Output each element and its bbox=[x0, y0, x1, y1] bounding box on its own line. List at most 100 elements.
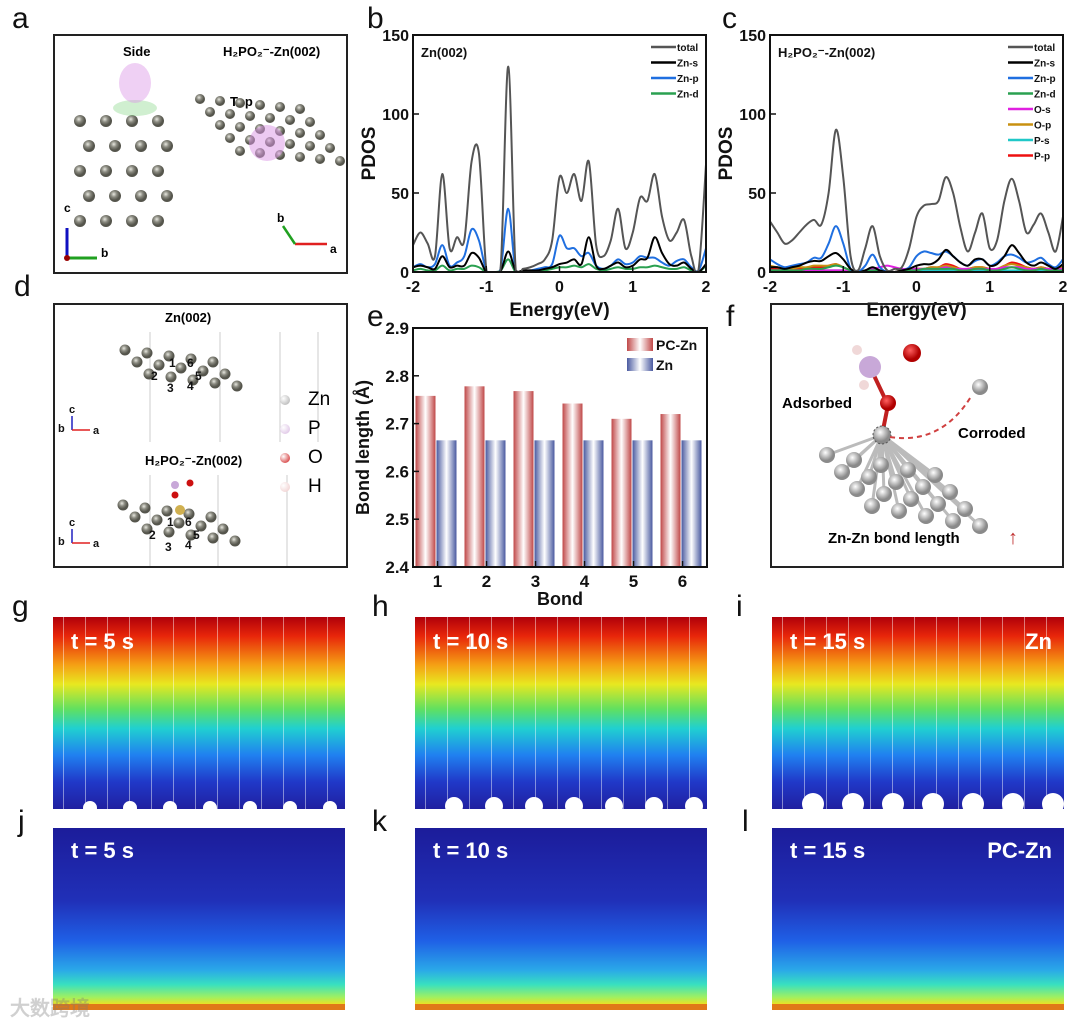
y-tick-label: 2.7 bbox=[385, 415, 409, 434]
legend-label: PC-Zn bbox=[656, 337, 697, 353]
concentration-field-top-2: t = 10 s bbox=[415, 617, 707, 809]
axis-b-arrow-top bbox=[281, 225, 297, 245]
charge-density-green bbox=[113, 100, 157, 116]
legend-swatch bbox=[627, 338, 653, 351]
sample-tag: PC-Zn bbox=[987, 838, 1052, 863]
bar-Zn-1 bbox=[436, 440, 457, 567]
zn-atom bbox=[175, 362, 187, 374]
time-label: t = 10 s bbox=[433, 838, 509, 863]
deposit-bump bbox=[283, 1007, 291, 1010]
legend-item-p: P bbox=[280, 414, 330, 443]
zn-atom-top bbox=[195, 94, 205, 104]
dendrite-bump bbox=[882, 793, 904, 809]
dendrite-bump bbox=[802, 793, 824, 809]
x-tick-label: 2 bbox=[702, 279, 711, 296]
zn-atom bbox=[873, 457, 889, 473]
zn-atom-top bbox=[335, 156, 345, 166]
x-tick-label: 3 bbox=[531, 572, 540, 591]
zn-atom bbox=[117, 499, 129, 511]
streamline bbox=[85, 617, 86, 809]
panel-label-j: j bbox=[18, 805, 25, 838]
zn-atom bbox=[74, 165, 86, 177]
panel-label-h: h bbox=[372, 590, 389, 623]
deposit-bump bbox=[243, 1007, 251, 1010]
zn-atom bbox=[100, 215, 112, 227]
bond-number: 6 bbox=[187, 356, 194, 370]
series-line-Zn-s bbox=[413, 236, 706, 272]
bond-number: 5 bbox=[193, 528, 200, 542]
y-tick-label: 2.9 bbox=[385, 319, 409, 338]
bond bbox=[855, 434, 884, 490]
zn-atom bbox=[834, 464, 850, 480]
zn-atom bbox=[152, 165, 164, 177]
deposit-bump bbox=[565, 1007, 573, 1010]
legend-label: Zn-p bbox=[1034, 74, 1056, 85]
bond bbox=[826, 433, 883, 457]
zn-atom bbox=[207, 532, 219, 544]
bond bbox=[880, 434, 901, 512]
dissolved-zn-atom bbox=[972, 379, 988, 395]
streamline bbox=[958, 617, 959, 809]
x-tick-label: -2 bbox=[406, 279, 420, 296]
y-tick-label: 2.8 bbox=[385, 367, 409, 386]
streamline bbox=[689, 617, 690, 809]
zn-atom bbox=[864, 498, 880, 514]
legend-label: O bbox=[308, 446, 323, 468]
atom-swatch bbox=[280, 423, 290, 434]
zn-atom bbox=[126, 215, 138, 227]
legend-label: P-s bbox=[1034, 136, 1050, 147]
streamline bbox=[305, 617, 306, 809]
panel-label-l: l bbox=[742, 805, 749, 838]
zn-atom bbox=[135, 190, 147, 202]
y-tick-label: 50 bbox=[391, 186, 409, 203]
zn-atom bbox=[185, 353, 197, 365]
x-tick-label: 0 bbox=[912, 279, 921, 296]
bar-Zn-3 bbox=[534, 440, 555, 567]
zn-atom bbox=[141, 523, 153, 535]
legend-label: Zn bbox=[656, 357, 673, 373]
structure-panel-a: Side H₂PO₂⁻-Zn(002) Top c b b a bbox=[53, 34, 348, 274]
deposit-bump bbox=[802, 1007, 810, 1010]
zn-atom-top bbox=[295, 152, 305, 162]
deposit-layer bbox=[53, 1004, 345, 1010]
legend-label: Zn bbox=[308, 388, 331, 410]
zn-atom bbox=[219, 368, 231, 380]
x-tick-label: 6 bbox=[678, 572, 687, 591]
streamline bbox=[447, 617, 448, 809]
zn-atom bbox=[849, 481, 865, 497]
zn-atom bbox=[861, 469, 877, 485]
dendrite-bump bbox=[605, 797, 623, 809]
x-tick-label: 4 bbox=[580, 572, 590, 591]
concentration-field-top-3: t = 15 s Zn bbox=[772, 617, 1064, 809]
streamline bbox=[535, 617, 536, 809]
y-tick-label: 2.5 bbox=[385, 510, 409, 529]
streamline bbox=[601, 617, 602, 809]
oxygen-atom bbox=[186, 479, 194, 487]
charge-density-top bbox=[249, 125, 285, 161]
bar-PC-Zn-3 bbox=[513, 391, 534, 567]
bar-Zn-6 bbox=[681, 440, 702, 567]
zn-atom bbox=[74, 115, 86, 127]
zn-atom bbox=[207, 356, 219, 368]
series-line-total bbox=[413, 65, 706, 272]
legend-label: total bbox=[677, 43, 698, 54]
streamline bbox=[239, 617, 240, 809]
zn-atom bbox=[161, 190, 173, 202]
phosphorus-atom bbox=[171, 481, 179, 489]
zn-atom bbox=[183, 508, 195, 520]
zn-atom bbox=[100, 115, 112, 127]
series-line-Zn-p bbox=[413, 207, 706, 272]
x-tick-label: -2 bbox=[763, 279, 777, 296]
streamline bbox=[1046, 617, 1047, 809]
zn-atom bbox=[915, 479, 931, 495]
sample-tag: Zn bbox=[1025, 629, 1052, 654]
center-zn-atom bbox=[175, 505, 185, 515]
oxygen-atom bbox=[171, 491, 179, 499]
chart-title: H₂PO₂⁻-Zn(002) bbox=[778, 45, 875, 60]
oxygen-atom bbox=[880, 395, 896, 411]
zn-atom-top bbox=[305, 117, 315, 127]
bar-PC-Zn-6 bbox=[660, 414, 681, 567]
panel-label-f: f bbox=[726, 300, 735, 333]
plot-frame bbox=[412, 327, 708, 568]
streamline bbox=[195, 617, 196, 809]
